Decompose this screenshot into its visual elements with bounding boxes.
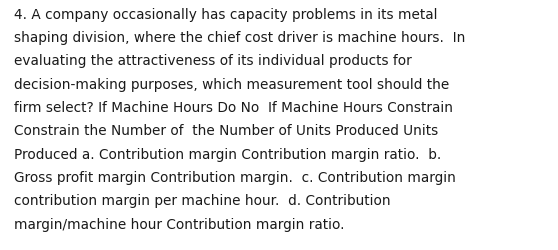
Text: 4. A company occasionally has capacity problems in its metal: 4. A company occasionally has capacity p… (14, 8, 437, 22)
Text: Gross profit margin Contribution margin.  c. Contribution margin: Gross profit margin Contribution margin.… (14, 170, 456, 184)
Text: evaluating the attractiveness of its individual products for: evaluating the attractiveness of its ind… (14, 54, 412, 68)
Text: Produced a. Contribution margin Contribution margin ratio.  b.: Produced a. Contribution margin Contribu… (14, 147, 441, 161)
Text: decision-making purposes, which measurement tool should the: decision-making purposes, which measurem… (14, 77, 449, 91)
Text: firm select? If Machine Hours Do No  If Machine Hours Constrain: firm select? If Machine Hours Do No If M… (14, 100, 453, 114)
Text: shaping division, where the chief cost driver is machine hours.  In: shaping division, where the chief cost d… (14, 31, 465, 45)
Text: contribution margin per machine hour.  d. Contribution: contribution margin per machine hour. d.… (14, 194, 391, 207)
Text: Constrain the Number of  the Number of Units Produced Units: Constrain the Number of the Number of Un… (14, 124, 438, 138)
Text: margin/machine hour Contribution margin ratio.: margin/machine hour Contribution margin … (14, 217, 344, 231)
